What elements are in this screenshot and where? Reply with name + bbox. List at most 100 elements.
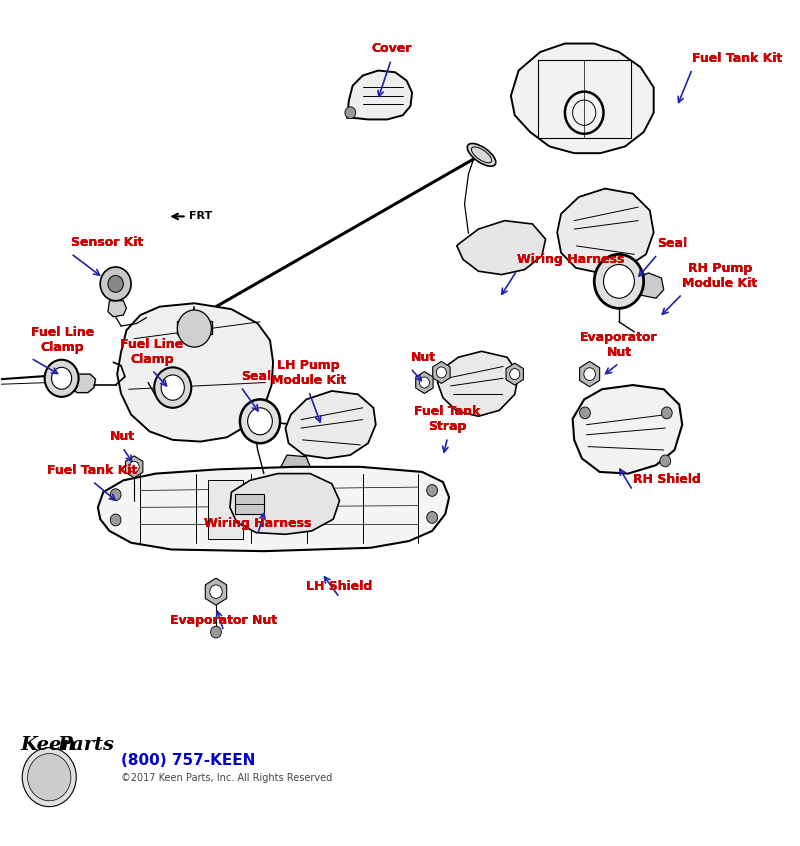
Text: Fuel Tank
Strap: Fuel Tank Strap — [414, 405, 481, 433]
Circle shape — [419, 377, 430, 388]
Text: Sensor Kit: Sensor Kit — [71, 236, 143, 250]
Text: Fuel Tank Kit: Fuel Tank Kit — [692, 52, 782, 64]
Text: Fuel Tank Kit: Fuel Tank Kit — [692, 52, 782, 64]
Text: RH Pump
Module Kit: RH Pump Module Kit — [682, 261, 758, 290]
Polygon shape — [579, 361, 600, 387]
Text: Fuel Tank Kit: Fuel Tank Kit — [47, 464, 138, 477]
Circle shape — [178, 310, 211, 347]
Text: Wiring Harness: Wiring Harness — [204, 517, 311, 530]
Text: LH Pump
Module Kit: LH Pump Module Kit — [271, 359, 346, 387]
Text: LH Shield: LH Shield — [306, 580, 373, 593]
Polygon shape — [639, 273, 664, 298]
Circle shape — [248, 408, 272, 435]
Circle shape — [660, 455, 670, 467]
Bar — [208, 481, 243, 540]
Text: Nut: Nut — [410, 351, 436, 364]
Text: Seal: Seal — [241, 370, 271, 382]
Text: Evaporator Nut: Evaporator Nut — [170, 614, 278, 627]
Ellipse shape — [467, 144, 496, 166]
Circle shape — [662, 407, 672, 419]
Circle shape — [426, 485, 438, 497]
Polygon shape — [206, 578, 226, 605]
Text: Cover: Cover — [371, 42, 411, 55]
Text: Evaporator Nut: Evaporator Nut — [170, 614, 278, 627]
Text: Sensor Kit: Sensor Kit — [71, 236, 143, 250]
Text: LH Shield: LH Shield — [306, 580, 373, 593]
Circle shape — [210, 585, 222, 598]
Polygon shape — [108, 300, 126, 316]
Text: ©2017 Keen Parts, Inc. All Rights Reserved: ©2017 Keen Parts, Inc. All Rights Reserv… — [121, 773, 332, 783]
Polygon shape — [511, 43, 654, 153]
Text: LH Pump
Module Kit: LH Pump Module Kit — [271, 359, 346, 387]
Circle shape — [345, 107, 356, 118]
Polygon shape — [557, 189, 654, 273]
Text: Fuel Line
Clamp: Fuel Line Clamp — [30, 326, 94, 354]
Text: LH Shield: LH Shield — [306, 580, 373, 593]
Text: FRT: FRT — [189, 212, 212, 222]
Text: Fuel Line
Clamp: Fuel Line Clamp — [120, 338, 183, 365]
Text: Wiring Harness: Wiring Harness — [204, 517, 311, 530]
Circle shape — [161, 375, 184, 400]
Text: Fuel Line
Clamp: Fuel Line Clamp — [30, 326, 94, 354]
Text: RH Shield: RH Shield — [633, 473, 701, 486]
Text: Cover: Cover — [371, 42, 411, 55]
Circle shape — [100, 267, 131, 300]
Text: Seal: Seal — [241, 370, 271, 382]
Text: Wiring Harness: Wiring Harness — [517, 253, 625, 266]
Circle shape — [240, 399, 280, 443]
Circle shape — [45, 360, 78, 397]
Text: Wiring Harness: Wiring Harness — [517, 253, 625, 266]
Polygon shape — [457, 221, 546, 275]
Polygon shape — [416, 371, 433, 393]
Text: RH Shield: RH Shield — [633, 473, 701, 486]
Text: Cover: Cover — [371, 42, 411, 55]
Circle shape — [129, 461, 139, 472]
Polygon shape — [506, 363, 523, 385]
Text: RH Pump
Module Kit: RH Pump Module Kit — [682, 261, 758, 290]
Circle shape — [210, 626, 222, 638]
Circle shape — [22, 748, 76, 807]
Text: Nut: Nut — [110, 431, 135, 443]
Circle shape — [110, 514, 121, 526]
Text: Fuel Line
Clamp: Fuel Line Clamp — [30, 326, 94, 354]
Text: Evaporator
Nut: Evaporator Nut — [580, 331, 658, 359]
Polygon shape — [347, 70, 412, 119]
Text: Seal: Seal — [658, 237, 688, 250]
Text: Seal: Seal — [241, 370, 271, 382]
Text: Fuel Tank Kit: Fuel Tank Kit — [47, 464, 138, 477]
Text: RH Pump
Module Kit: RH Pump Module Kit — [682, 261, 758, 290]
Polygon shape — [438, 351, 518, 416]
Circle shape — [426, 512, 438, 524]
Polygon shape — [573, 385, 682, 474]
Circle shape — [108, 276, 123, 293]
Text: LH Pump
Module Kit: LH Pump Module Kit — [271, 359, 346, 387]
Circle shape — [51, 367, 72, 389]
Text: Seal: Seal — [658, 237, 688, 250]
Text: Fuel Tank
Strap: Fuel Tank Strap — [414, 405, 481, 433]
Text: Keen: Keen — [21, 736, 76, 754]
Circle shape — [154, 367, 191, 408]
Text: Fuel Tank Kit: Fuel Tank Kit — [692, 52, 782, 64]
Polygon shape — [286, 391, 376, 459]
Text: (800) 757-KEEN: (800) 757-KEEN — [121, 752, 255, 767]
Text: Sensor Kit: Sensor Kit — [71, 236, 143, 250]
Text: Evaporator Nut: Evaporator Nut — [170, 614, 278, 627]
Circle shape — [579, 407, 590, 419]
Text: Seal: Seal — [658, 237, 688, 250]
Text: Fuel Line
Clamp: Fuel Line Clamp — [120, 338, 183, 365]
Text: Fuel Tank Kit: Fuel Tank Kit — [47, 464, 138, 477]
Circle shape — [584, 368, 595, 381]
Circle shape — [603, 265, 634, 298]
Text: Parts: Parts — [57, 736, 114, 754]
Text: Evaporator
Nut: Evaporator Nut — [580, 331, 658, 359]
Circle shape — [594, 255, 644, 308]
Text: Fuel Line
Clamp: Fuel Line Clamp — [120, 338, 183, 365]
Text: Nut: Nut — [410, 351, 436, 364]
Circle shape — [110, 489, 121, 501]
Circle shape — [28, 754, 71, 801]
Polygon shape — [117, 303, 273, 442]
Text: Fuel Tank
Strap: Fuel Tank Strap — [414, 405, 481, 433]
Text: Evaporator
Nut: Evaporator Nut — [580, 331, 658, 359]
Polygon shape — [71, 374, 95, 393]
Text: Nut: Nut — [110, 431, 135, 443]
